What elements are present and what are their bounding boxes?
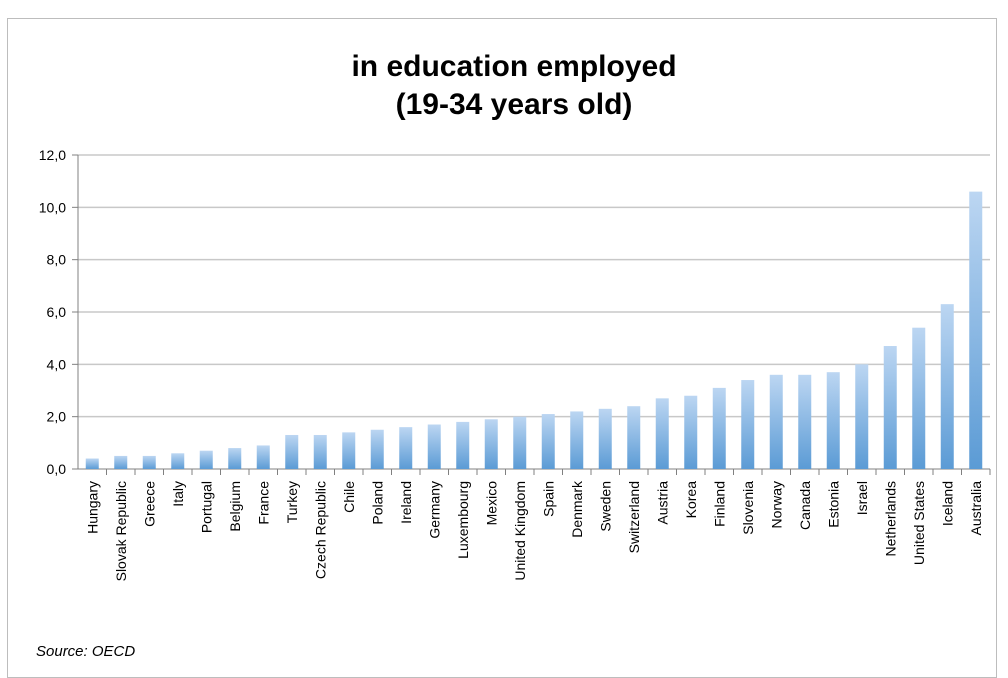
bar	[741, 380, 755, 469]
x-tick-label: Mexico	[483, 481, 499, 526]
bar	[342, 432, 356, 469]
x-tick-label: Italy	[170, 481, 186, 507]
bars	[85, 191, 983, 469]
y-tick-label: 10,0	[39, 199, 66, 215]
x-tick-label: Finland	[711, 481, 727, 527]
chart-frame	[7, 18, 997, 678]
y-tick-labels: 0,0 2,0 4,0 6,0 8,0 10,0 12,0	[39, 147, 66, 477]
x-tick-label: Denmark	[569, 480, 585, 538]
bar	[256, 445, 270, 469]
bar	[883, 346, 897, 469]
x-tick-label: United States	[911, 481, 927, 565]
bar	[712, 387, 726, 469]
bar	[313, 434, 327, 469]
x-tick-label: Czech Republic	[312, 481, 328, 579]
x-tick-label: Hungary	[84, 481, 100, 534]
x-tick-label: Belgium	[227, 481, 243, 532]
x-tick-label: Netherlands	[882, 481, 898, 557]
bar	[541, 414, 555, 469]
bar	[199, 450, 213, 469]
y-tick-label: 6,0	[47, 304, 67, 320]
bar	[142, 455, 156, 469]
bar	[570, 411, 584, 469]
x-tick-label: Norway	[768, 481, 784, 528]
x-tick-labels: Hungary Slovak Republic Greece Italy Portuga…	[84, 480, 984, 581]
x-tick-label: United Kingdom	[512, 481, 528, 581]
bar	[228, 448, 242, 469]
y-tick-label: 8,0	[47, 252, 67, 268]
bar	[427, 424, 441, 469]
x-tick-label: Estonia	[825, 481, 841, 528]
bar	[114, 455, 128, 469]
x-tick-label: Switzerland	[626, 481, 642, 553]
x-tick-label: Austria	[654, 481, 670, 525]
y-tick-label: 0,0	[47, 461, 67, 477]
x-tick-label: Poland	[369, 481, 385, 525]
x-tick-label: Slovak Republic	[113, 481, 129, 581]
bar	[399, 427, 413, 469]
bar	[769, 374, 783, 469]
bar	[655, 398, 669, 469]
bar	[484, 419, 498, 469]
bar	[285, 434, 299, 469]
bar	[855, 364, 869, 469]
x-tick-label: Turkey	[284, 481, 300, 523]
bar	[684, 395, 698, 469]
x-tick-label: Korea	[683, 481, 699, 519]
x-tick-label: Slovenia	[740, 481, 756, 535]
bar	[826, 372, 840, 469]
bar	[912, 327, 926, 469]
bar	[969, 191, 983, 469]
x-tick-label: Greece	[141, 481, 157, 527]
axes	[72, 154, 991, 475]
x-tick-label: Canada	[797, 481, 813, 530]
bar	[940, 304, 954, 469]
y-tick-label: 4,0	[47, 356, 67, 372]
y-tick-label: 12,0	[39, 147, 66, 163]
x-tick-label: Iceland	[939, 481, 955, 526]
bar	[370, 429, 384, 469]
bar	[627, 406, 641, 469]
gridlines	[78, 154, 990, 418]
x-tick-label: Chile	[341, 481, 357, 513]
x-tick-label: Ireland	[398, 481, 414, 524]
bar	[598, 408, 612, 469]
chart-title-line-2: (19-34 years old)	[396, 88, 633, 121]
x-tick-label: Israel	[854, 481, 870, 515]
bar	[85, 458, 99, 469]
x-tick-label: Germany	[426, 481, 442, 539]
x-tick-label: Luxembourg	[455, 481, 471, 559]
bar	[798, 374, 812, 469]
x-tick-label: Spain	[540, 481, 556, 517]
bar	[513, 416, 527, 469]
chart-title-line-1: in education employed	[351, 50, 676, 83]
bar	[456, 421, 470, 469]
x-tick-label: Sweden	[597, 481, 613, 532]
x-tick-label: Portugal	[198, 481, 214, 533]
y-tick-label: 2,0	[47, 409, 67, 425]
x-tick-label: France	[255, 481, 271, 525]
bar	[171, 453, 185, 469]
x-tick-label: Australia	[968, 481, 984, 536]
source-note: Source: OECD	[36, 643, 135, 660]
